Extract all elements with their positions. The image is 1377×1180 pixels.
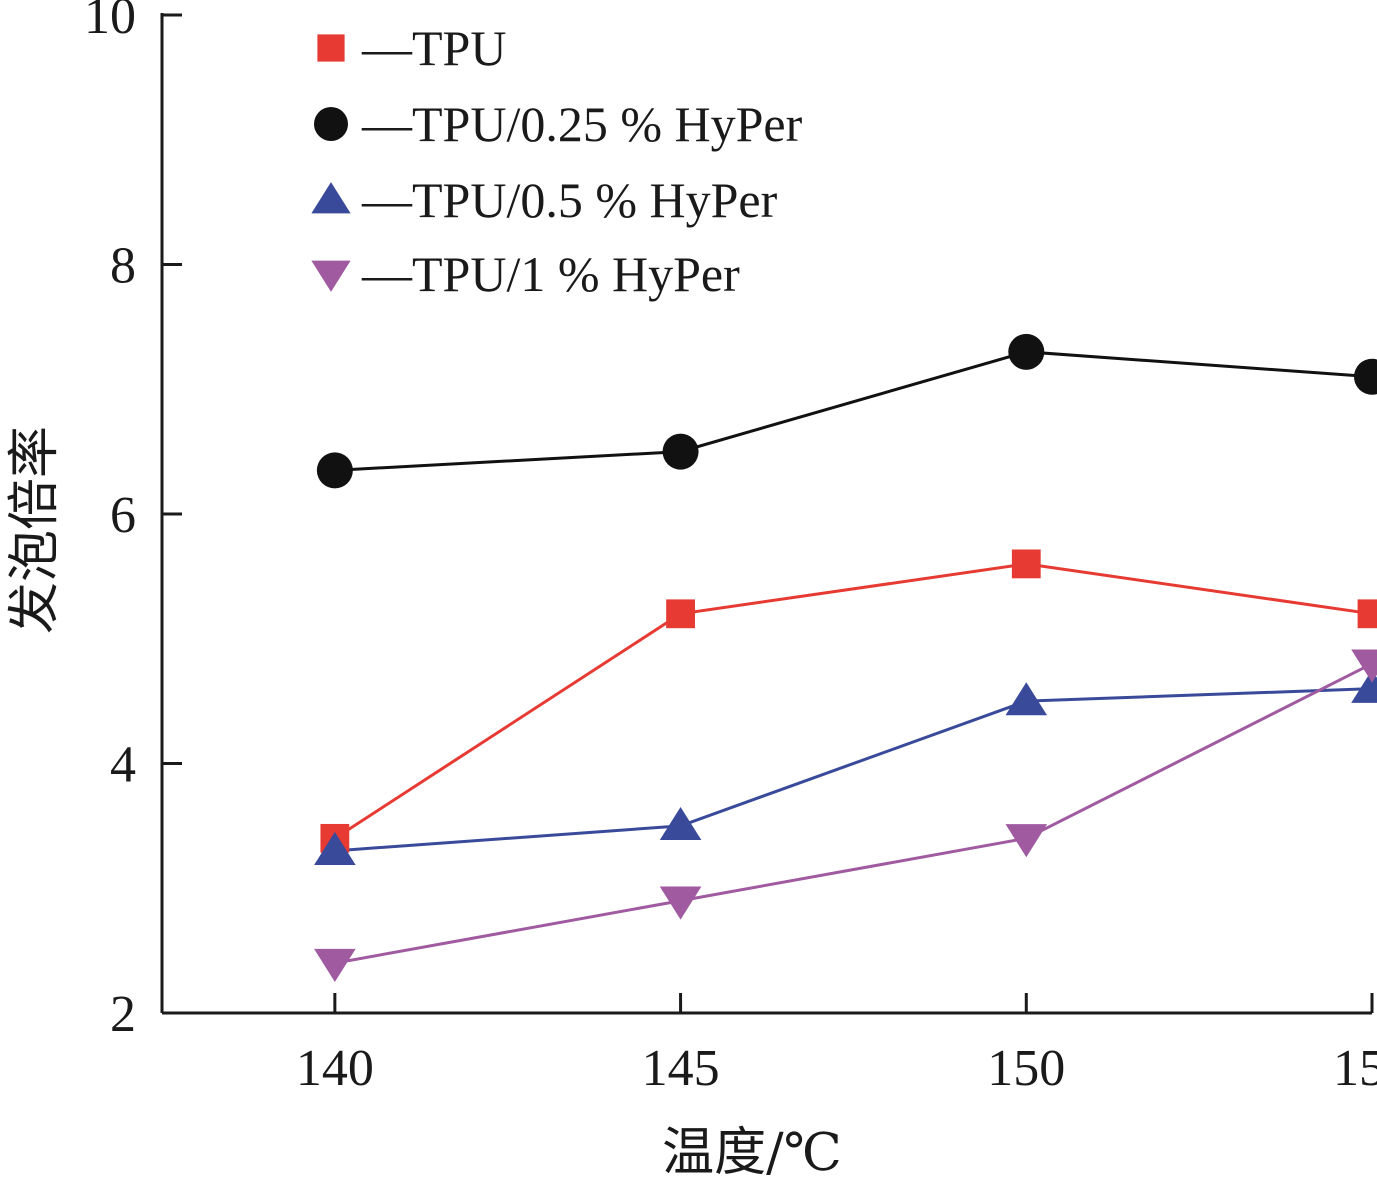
data-point — [659, 806, 702, 841]
x-tick-label: 155 — [1333, 1040, 1377, 1097]
axes: 2 4 6 8 10 140 145 150 155 — [84, 0, 1377, 1097]
data-point — [1354, 358, 1377, 395]
x-axis-label: 温度/℃ — [662, 1123, 842, 1180]
y-tick-label: 10 — [84, 0, 136, 45]
legend-label: —TPU/0.25 % HyPer — [361, 96, 803, 152]
x-tick-label: 140 — [296, 1040, 374, 1097]
data-point — [314, 831, 356, 865]
legend-marker — [311, 182, 351, 214]
y-axis-label: 发泡倍率 — [5, 426, 65, 634]
data-point — [662, 433, 699, 470]
series-line — [334, 687, 1373, 853]
y-tick-label: 8 — [110, 238, 136, 295]
y-tick-label: 2 — [110, 986, 136, 1043]
data-point — [316, 452, 353, 489]
legend-marker — [311, 260, 351, 292]
data-point — [1005, 682, 1048, 716]
legend: —TPU —TPU/0.25 % HyPer —TPU/0.5 % HyPer —TP… — [311, 20, 803, 302]
data-point — [1008, 333, 1045, 370]
y-tick-label: 4 — [110, 737, 136, 794]
data-point — [666, 599, 695, 629]
legend-label: —TPU/1 % HyPer — [361, 246, 740, 302]
data-point — [314, 948, 356, 982]
legend-marker — [317, 34, 345, 62]
legend-label: —TPU — [361, 20, 506, 76]
legend-marker — [314, 107, 348, 141]
data-point — [1357, 599, 1377, 629]
series-line — [334, 350, 1373, 472]
series-layer — [314, 333, 1377, 982]
data-point — [1005, 824, 1048, 858]
series-line — [334, 562, 1373, 840]
legend-label: —TPU/0.5 % HyPer — [361, 172, 778, 228]
data-point — [659, 886, 702, 920]
x-tick-label: 145 — [642, 1040, 720, 1097]
series-line — [334, 662, 1373, 965]
data-point — [1351, 649, 1377, 683]
x-tick-label: 150 — [987, 1040, 1065, 1097]
y-tick-label: 6 — [110, 487, 136, 544]
data-point — [1011, 549, 1041, 579]
